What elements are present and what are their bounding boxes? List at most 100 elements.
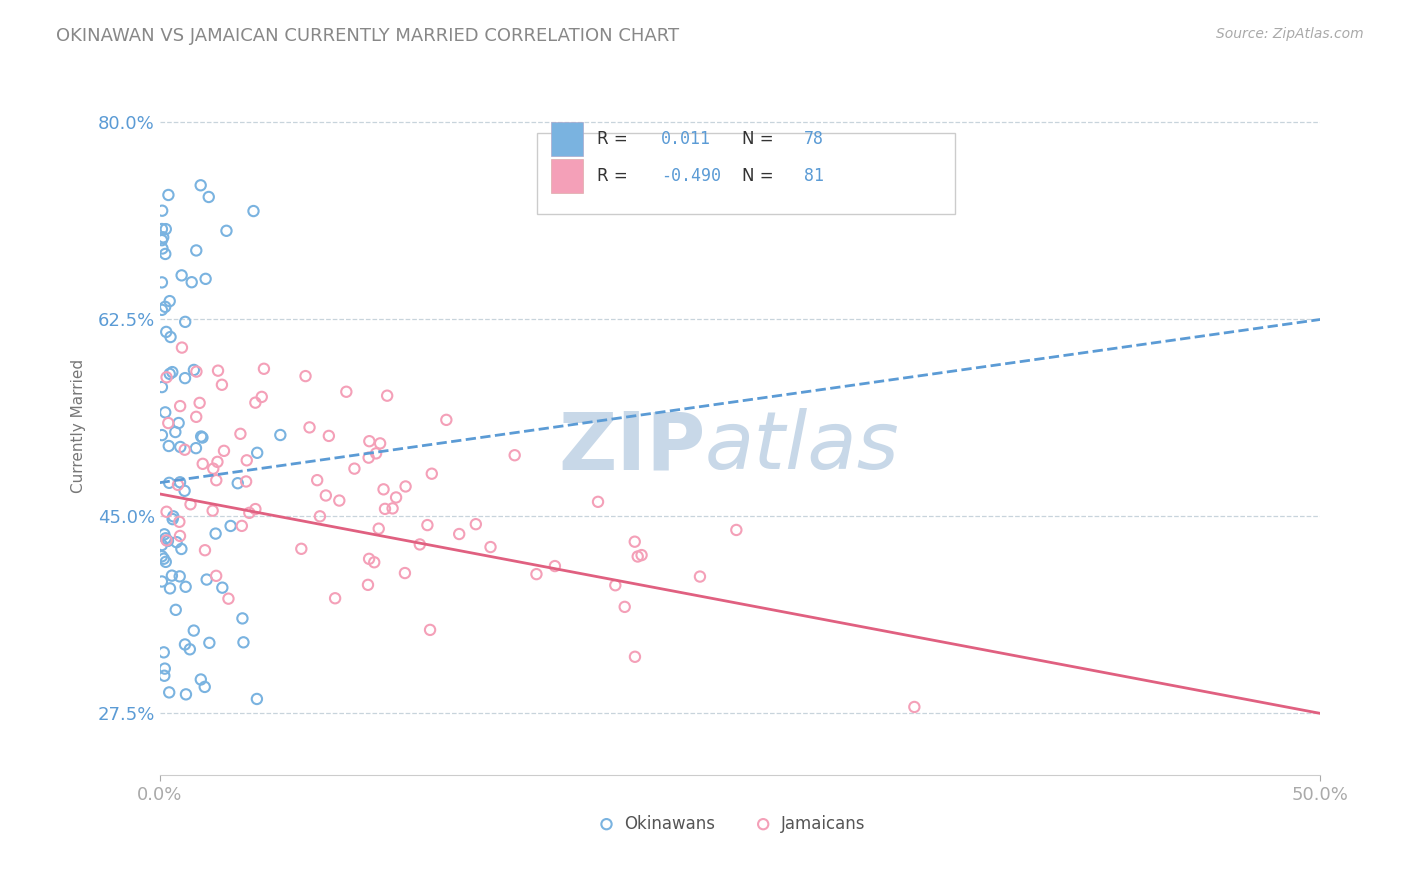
- Text: Okinawans: Okinawans: [624, 815, 714, 833]
- Point: [526, 567, 548, 582]
- Point: [150, 203, 173, 218]
- Point: [150, 428, 173, 442]
- Point: [364, 446, 387, 460]
- Point: [150, 222, 173, 236]
- Point: [157, 416, 180, 430]
- Point: [204, 526, 226, 541]
- Point: [155, 531, 177, 545]
- Point: [235, 475, 257, 489]
- Point: [194, 680, 217, 694]
- Point: [416, 518, 439, 533]
- Point: [464, 517, 486, 532]
- Point: [309, 509, 332, 524]
- Point: [613, 599, 636, 614]
- Point: [605, 578, 627, 592]
- Point: [328, 493, 350, 508]
- Point: [624, 649, 647, 664]
- Point: [153, 662, 176, 676]
- Point: [197, 190, 219, 204]
- Point: [211, 377, 233, 392]
- Point: [188, 396, 211, 410]
- Point: [173, 442, 195, 457]
- Point: [298, 420, 321, 434]
- FancyBboxPatch shape: [537, 133, 955, 213]
- Point: [186, 244, 208, 258]
- Text: 81: 81: [804, 167, 824, 185]
- Point: [449, 527, 471, 541]
- Point: [150, 276, 173, 290]
- Point: [160, 568, 183, 582]
- Text: ZIP: ZIP: [558, 409, 706, 486]
- Point: [155, 405, 177, 419]
- Point: [250, 390, 273, 404]
- Point: [153, 300, 176, 314]
- Point: [315, 488, 337, 502]
- Point: [194, 543, 217, 558]
- Point: [169, 440, 191, 454]
- Point: [205, 473, 228, 487]
- Point: [153, 527, 176, 541]
- Point: [165, 425, 187, 439]
- Point: [245, 502, 267, 516]
- Point: [152, 645, 174, 659]
- Point: [373, 483, 395, 497]
- Point: [155, 370, 177, 384]
- Point: [246, 446, 269, 460]
- Point: [253, 361, 276, 376]
- Text: OKINAWAN VS JAMAICAN CURRENTLY MARRIED CORRELATION CHART: OKINAWAN VS JAMAICAN CURRENTLY MARRIED C…: [56, 27, 679, 45]
- Point: [194, 272, 217, 286]
- Point: [190, 673, 212, 687]
- Text: N =: N =: [742, 167, 779, 185]
- Point: [157, 685, 180, 699]
- Point: [170, 341, 193, 355]
- Point: [226, 476, 249, 491]
- Point: [153, 669, 176, 683]
- Point: [245, 395, 267, 409]
- Point: [269, 428, 291, 442]
- Point: [231, 519, 253, 533]
- Point: [156, 533, 179, 548]
- Point: [242, 204, 264, 219]
- Point: [211, 581, 233, 595]
- Point: [544, 559, 567, 574]
- Point: [169, 475, 191, 490]
- Point: [205, 569, 228, 583]
- Point: [150, 538, 173, 552]
- Point: [246, 692, 269, 706]
- Point: [623, 534, 645, 549]
- Point: [155, 247, 177, 261]
- Point: [170, 268, 193, 283]
- Point: [153, 551, 176, 566]
- Point: [420, 467, 443, 481]
- Point: [167, 416, 190, 430]
- Point: [150, 302, 173, 317]
- Point: [357, 578, 380, 592]
- Point: [375, 389, 398, 403]
- Point: [630, 548, 652, 562]
- Point: [323, 591, 346, 606]
- Point: [170, 541, 193, 556]
- Point: [157, 188, 180, 202]
- Point: [150, 549, 173, 564]
- Point: [184, 441, 207, 455]
- Point: [174, 315, 197, 329]
- Point: [232, 635, 254, 649]
- Point: [195, 573, 218, 587]
- Point: [368, 436, 391, 450]
- Text: Jamaicans: Jamaicans: [780, 815, 865, 833]
- Point: [212, 443, 235, 458]
- Point: [159, 582, 181, 596]
- Point: [903, 700, 925, 714]
- Point: [335, 384, 357, 399]
- Point: [155, 222, 177, 236]
- Point: [434, 413, 457, 427]
- Text: atlas: atlas: [706, 409, 900, 486]
- Point: [150, 233, 173, 247]
- Point: [179, 497, 201, 511]
- Point: [174, 371, 197, 385]
- Point: [318, 429, 340, 443]
- Point: [169, 399, 191, 413]
- Point: [725, 523, 748, 537]
- Point: [183, 624, 205, 638]
- Point: [357, 450, 380, 465]
